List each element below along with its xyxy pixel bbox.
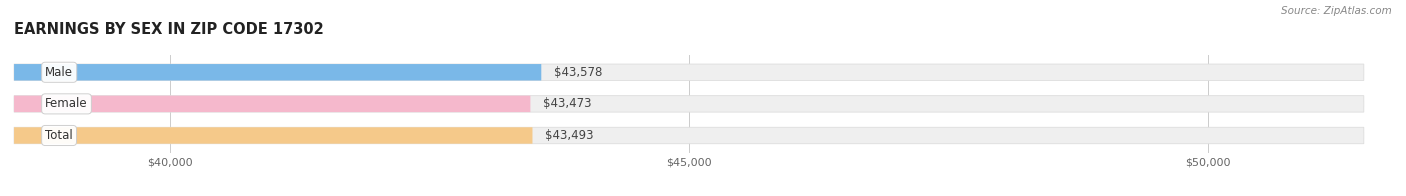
FancyBboxPatch shape [14, 96, 530, 112]
FancyBboxPatch shape [14, 96, 1364, 112]
Text: $43,493: $43,493 [546, 129, 593, 142]
FancyBboxPatch shape [14, 64, 1364, 81]
FancyBboxPatch shape [14, 127, 533, 144]
FancyBboxPatch shape [14, 64, 541, 81]
Text: Source: ZipAtlas.com: Source: ZipAtlas.com [1281, 6, 1392, 16]
Text: Total: Total [45, 129, 73, 142]
Text: $43,578: $43,578 [554, 66, 602, 79]
FancyBboxPatch shape [14, 127, 1364, 144]
Text: Female: Female [45, 97, 87, 110]
Text: $43,473: $43,473 [543, 97, 592, 110]
Text: EARNINGS BY SEX IN ZIP CODE 17302: EARNINGS BY SEX IN ZIP CODE 17302 [14, 22, 323, 37]
Text: Male: Male [45, 66, 73, 79]
